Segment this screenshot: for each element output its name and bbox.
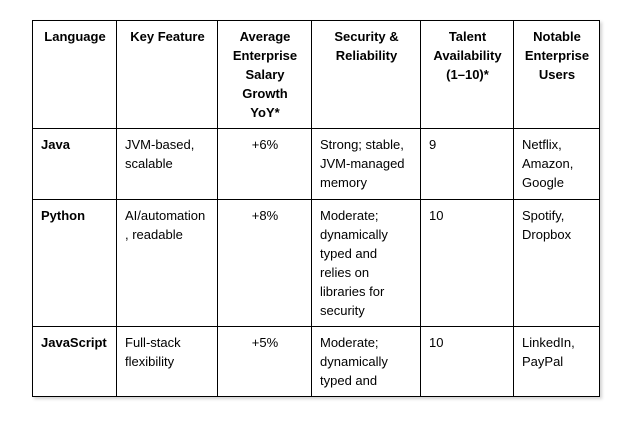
cell-python-salary-growth: +8% bbox=[217, 199, 312, 327]
cell-python-security: Moderate; dynamically typed and relies o… bbox=[311, 199, 421, 327]
header-cell-language: Language bbox=[32, 20, 117, 129]
header-cell-security: Security & Reliability bbox=[311, 20, 421, 129]
header-cell-salary-growth: Average Enterprise Salary Growth YoY* bbox=[217, 20, 312, 129]
table-row-python: Python AI/automation , readable +8% Mode… bbox=[32, 199, 600, 327]
cell-python-users: Spotify, Dropbox bbox=[513, 199, 600, 327]
cell-java-language: Java bbox=[32, 128, 117, 200]
cell-python-key-feature: AI/automation , readable bbox=[116, 199, 218, 327]
table-header-row: Language Key Feature Average Enterprise … bbox=[32, 20, 600, 129]
cell-javascript-key-feature: Full-stack flexibility bbox=[116, 326, 218, 397]
cell-java-talent: 9 bbox=[420, 128, 514, 200]
cell-javascript-users: LinkedIn, PayPal bbox=[513, 326, 600, 397]
language-comparison-table: Language Key Feature Average Enterprise … bbox=[32, 20, 600, 397]
cell-java-salary-growth: +6% bbox=[217, 128, 312, 200]
cell-javascript-security: Moderate; dynamically typed and bbox=[311, 326, 421, 397]
cell-javascript-language: JavaScript bbox=[32, 326, 117, 397]
cell-java-users: Netflix, Amazon, Google bbox=[513, 128, 600, 200]
table-row-javascript: JavaScript Full-stack flexibility +5% Mo… bbox=[32, 326, 600, 397]
header-cell-users: Notable Enterprise Users bbox=[513, 20, 600, 129]
cell-java-security: Strong; stable, JVM-managed memory bbox=[311, 128, 421, 200]
cell-java-key-feature: JVM-based, scalable bbox=[116, 128, 218, 200]
cell-javascript-talent: 10 bbox=[420, 326, 514, 397]
header-cell-talent: Talent Availability (1–10)* bbox=[420, 20, 514, 129]
cell-python-talent: 10 bbox=[420, 199, 514, 327]
cell-javascript-salary-growth: +5% bbox=[217, 326, 312, 397]
header-cell-key-feature: Key Feature bbox=[116, 20, 218, 129]
cell-python-language: Python bbox=[32, 199, 117, 327]
table-row-java: Java JVM-based, scalable +6% Strong; sta… bbox=[32, 128, 600, 200]
